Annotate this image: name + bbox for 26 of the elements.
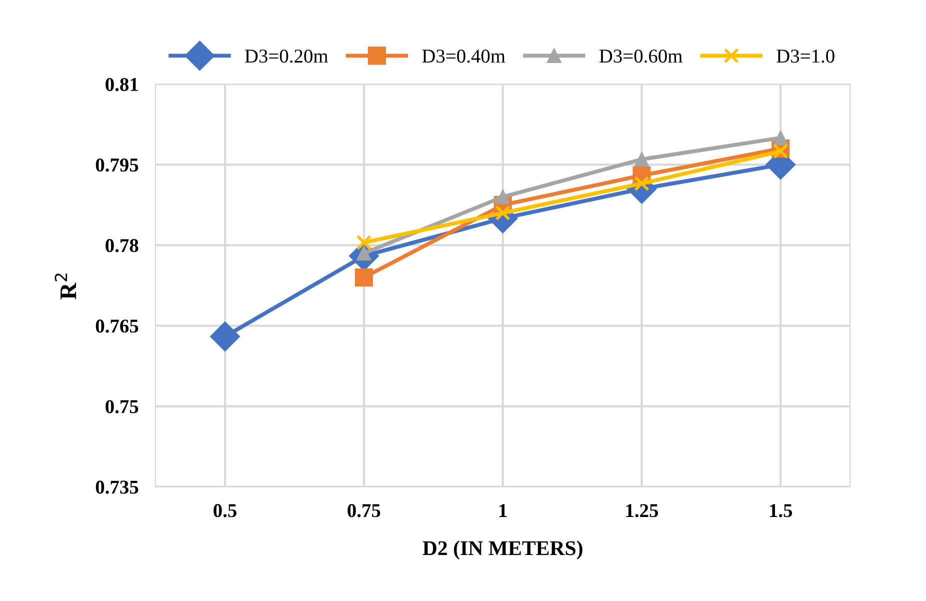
x-tick-label: 1 — [500, 504, 507, 517]
y-tick-label: 0.75 — [106, 400, 138, 414]
point — [634, 176, 650, 192]
y-tick-label: 0.81 — [106, 78, 138, 92]
point — [772, 144, 788, 159]
point — [210, 322, 240, 352]
y-tick-label: 0.735 — [96, 480, 138, 494]
legend-label: D3=1.0 — [776, 50, 834, 63]
point — [495, 205, 510, 221]
legend-label: D3=0.20m — [244, 50, 328, 63]
x-axis-title: D2 (IN METERS) — [422, 540, 582, 560]
y-tick-label: 0.78 — [106, 239, 138, 252]
y-axis-title: R$^{2}$ — [54, 274, 76, 300]
y-tick-label: 0.765 — [96, 320, 138, 333]
legend-label: D3=0.40m — [422, 50, 506, 63]
x-tick-label: 0.5 — [214, 504, 236, 518]
legend-label: D3=0.60m — [599, 50, 682, 63]
x-tick-label: 1.5 — [770, 504, 792, 518]
point — [496, 190, 510, 204]
x-tick-label: 1.25 — [626, 504, 658, 518]
point — [634, 152, 650, 167]
y-tick-label: 0.795 — [96, 158, 138, 172]
point — [356, 234, 372, 250]
x-tick-label: 0.75 — [348, 504, 380, 518]
point — [773, 130, 788, 146]
point — [354, 268, 373, 286]
